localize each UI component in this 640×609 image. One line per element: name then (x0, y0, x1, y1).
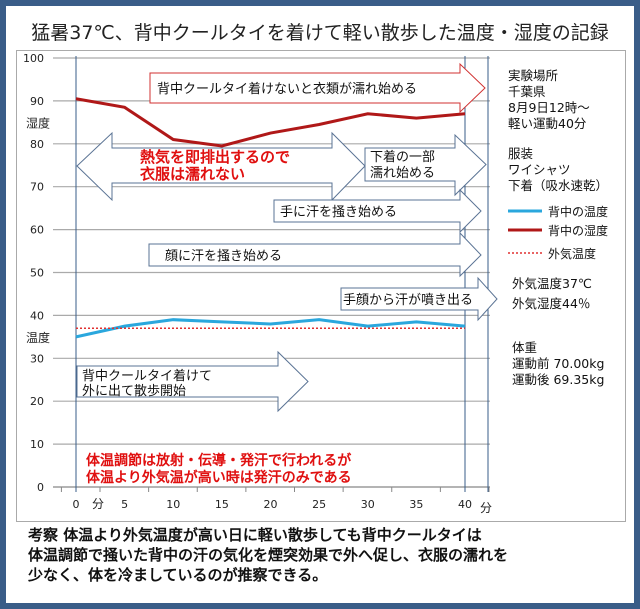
annotation: 背中クールタイ着けて (82, 368, 212, 384)
outside-info: 外気温度37℃ 外気湿度44％ (512, 274, 592, 314)
conclusion-line: 体温調節で掻いた背中の汗の気化を煙突効果で外へ促し、衣服の濡れを (28, 546, 509, 564)
chart-frame (16, 50, 626, 522)
x-tick-label: 0 (73, 498, 80, 511)
y-tick-label: 60 (30, 224, 44, 237)
annotation: 衣服は濡れない (140, 165, 245, 183)
conclusion: 考察 体温より外気温度が高い日に軽い散歩しても背中クールタイは 体温調節で掻いた… (28, 525, 508, 585)
x-tick-label: 5 (121, 498, 128, 511)
y-tick-label: 10 (30, 438, 44, 451)
legend-label: 背中の湿度 (548, 223, 608, 238)
exercise: 軽い運動40分 (508, 116, 587, 131)
legend-label: 外気温度 (548, 246, 596, 261)
place-info: 実験場所 千葉県 8月9日12時～ 軽い運動40分 (508, 68, 590, 132)
weight-info: 体重 運動前 70.00kg 運動後 69.35kg (512, 340, 604, 388)
outside-humidity: 外気湿度44％ (512, 296, 591, 311)
weight-before: 運動前 70.00kg (512, 356, 605, 371)
x-tick-label: 20 (264, 498, 278, 511)
legend-label: 背中の温度 (548, 204, 608, 219)
conclusion-line: 考察 体温より外気温度が高い日に軽い散歩しても背中クールタイは (28, 526, 482, 544)
clothes-label: 服装 (508, 146, 534, 161)
x-tick-label: 30 (361, 498, 375, 511)
arrow-start (76, 350, 309, 413)
y-tick-label: 50 (30, 267, 44, 280)
annotation: 顔に汗を掻き始める (165, 249, 282, 264)
x-tick-label: 40 (458, 498, 472, 511)
y-tick-label: 30 (30, 352, 44, 365)
clothes-under: 下着（吸水速乾） (508, 178, 609, 193)
series-line-1 (75, 97, 466, 148)
annotation: 下着の一部 (370, 149, 435, 165)
date: 8月9日12時～ (508, 100, 590, 115)
x-tick-label: 15 (215, 498, 229, 511)
x-unit-label: 分 (480, 501, 492, 515)
figure: 猛暑37℃、背中クールタイを着けて軽い散歩した温度・湿度の記録 0 10 20 30 4… (6, 6, 634, 603)
annotation: 体温調節は放射・伝導・発汗で行われるが (86, 452, 352, 469)
y-tick-label: 0 (37, 481, 44, 494)
y-tick-label: 80 (30, 138, 44, 151)
annotation: 体温より外気温が高い時は発汗のみである (86, 469, 352, 486)
y-tick-label: 100 (23, 52, 44, 65)
arrow-face-sweat (148, 231, 482, 278)
annotation: 背中クールタイ着けないと衣類が濡れ始める (157, 81, 417, 97)
y-axis-label-humidity: 湿度 (26, 115, 50, 130)
annotation: 外に出て散歩開始 (82, 384, 186, 399)
y-tick-label: 20 (30, 395, 44, 408)
arrow-hand-sweat (273, 188, 482, 234)
x-unit-label: 分 (92, 497, 104, 511)
arrow-underwear (364, 133, 487, 197)
y-tick-label: 40 (30, 309, 44, 322)
y-tick-label: 70 (30, 181, 44, 194)
weight-after: 運動後 69.35kg (512, 372, 605, 387)
series-line-0 (75, 318, 466, 339)
annotation: 手顔から汗が噴き出る (343, 293, 473, 308)
x-tick-label: 35 (409, 498, 423, 511)
chart-title: 猛暑37℃、背中クールタイを着けて軽い散歩した温度・湿度の記録 (31, 22, 609, 44)
annotation: 濡れ始める (370, 166, 435, 181)
arrow-sweat-burst (340, 276, 498, 322)
conclusion-line: 少なく、体を冷ましているのが推察できる。 (28, 566, 328, 584)
clothes-info: 服装 ワイシャツ 下着（吸水速乾） (508, 146, 608, 194)
annotation: 熱気を即排出するので (140, 148, 290, 166)
x-tick-label: 10 (166, 498, 180, 511)
x-tick-label: 25 (312, 498, 326, 511)
clothes-shirt: ワイシャツ (508, 162, 571, 177)
place-label: 実験場所 (508, 68, 559, 83)
outside-temp: 外気温度37℃ (512, 276, 592, 291)
weight-label: 体重 (512, 340, 538, 355)
annotation: 手に汗を掻き始める (280, 205, 397, 220)
y-tick-label: 90 (30, 95, 44, 108)
place-value: 千葉県 (508, 84, 546, 99)
arrow-no-cooltie (149, 62, 486, 114)
y-axis-label-temperature: 温度 (26, 330, 50, 345)
